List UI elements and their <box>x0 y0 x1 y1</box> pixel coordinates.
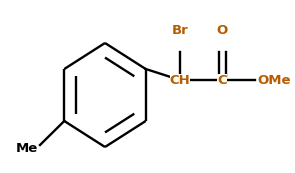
Text: OMe: OMe <box>257 74 291 86</box>
Text: CH: CH <box>170 74 190 86</box>
Text: C: C <box>217 74 227 86</box>
Text: O: O <box>216 24 228 37</box>
Text: Br: Br <box>172 24 189 37</box>
Text: Me: Me <box>16 142 38 154</box>
